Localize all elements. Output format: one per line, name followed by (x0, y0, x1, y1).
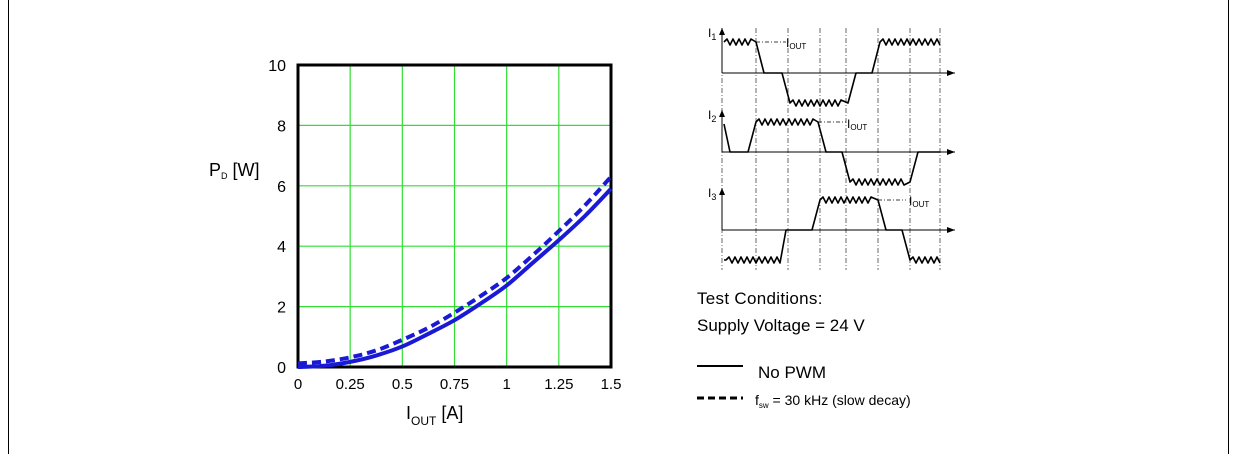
waveform-label-i1: I1 (708, 26, 716, 42)
legend-no-pwm-label: No PWM (758, 363, 826, 382)
x-tick-label: 0.75 (440, 376, 469, 393)
iout-annotation-3-main: I (909, 194, 913, 208)
y-axis-label: PD [W] (209, 160, 260, 181)
iout-annotation-3-sub: OUT (912, 200, 930, 209)
iout-annotation-2-main: I (847, 117, 851, 131)
figure-frame (8, 0, 1229, 454)
y-tick-label: 4 (277, 239, 286, 256)
test-conditions-heading: Test Conditions: (697, 289, 823, 308)
series-line-fsw-30khz (297, 175, 613, 366)
waveform-label-i3-sub: 3 (711, 192, 717, 202)
x-tick-label: 0 (294, 376, 302, 393)
y-tick-label: 8 (277, 118, 286, 135)
waveform-trace-i3 (724, 196, 941, 264)
x-axis-label-main: I (406, 403, 412, 423)
waveform-label-i1-main: I (708, 26, 712, 40)
current-axis-arrow (719, 188, 725, 195)
iout-annotation-1-main: I (786, 36, 790, 50)
y-axis-label-main: P (209, 160, 222, 180)
iout-annotation-1: IOUT (786, 36, 806, 51)
iout-annotation-3: IOUT (909, 194, 929, 209)
y-tick-label: 0 (277, 360, 286, 377)
waveform-label-i2: I2 (708, 108, 716, 124)
x-axis-label: IOUT [A] (406, 403, 463, 428)
y-axis-label-unit: [W] (232, 160, 260, 180)
waveform-label-i3-main: I (708, 186, 712, 200)
current-axis-arrow (719, 110, 725, 117)
x-axis-label-unit: [A] (441, 403, 464, 423)
y-tick-label: 10 (268, 58, 286, 75)
current-axis-arrow (719, 28, 725, 35)
legend-fsw-label: fsw = 30 kHz (slow decay) (755, 392, 911, 410)
y-tick-label: 2 (277, 300, 286, 317)
time-axis-arrow (947, 149, 955, 155)
tick-labels: 0 0.25 0.5 0.75 1 1.25 1.5 0 2 4 6 8 10 (268, 58, 621, 393)
iout-annotation-2: IOUT (847, 117, 867, 132)
waveform-label-i3: I3 (708, 186, 716, 202)
x-tick-label: 1 (502, 376, 510, 393)
waveform-label-i2-sub: 2 (711, 114, 717, 124)
legend-fsw-sub: sw (758, 401, 769, 410)
x-tick-label: 0.5 (392, 376, 413, 393)
x-tick-label: 1.25 (544, 376, 573, 393)
phase-current-waveforms (719, 28, 955, 270)
waveform-label-i2-main: I (708, 108, 712, 122)
time-axis-arrow (947, 227, 955, 233)
y-tick-label: 6 (277, 179, 286, 196)
plot-area-border (296, 63, 613, 369)
x-tick-label: 1.5 (601, 376, 622, 393)
waveform-trace-i2 (723, 118, 940, 186)
x-tick-label: 0.25 (336, 376, 365, 393)
legend-fsw-suffix: = 30 kHz (slow decay) (768, 392, 911, 408)
test-conditions-supply: Supply Voltage = 24 V (697, 316, 865, 335)
y-axis-label-sub: D (221, 171, 228, 181)
legend-fsw-prefix: f (755, 392, 759, 408)
x-axis-label-sub: OUT (411, 414, 437, 428)
time-axis-arrow (947, 70, 955, 76)
waveform-label-i1-sub: 1 (711, 32, 717, 42)
series-line-no-pwm (297, 187, 613, 369)
series (297, 175, 613, 369)
iout-annotation-1-sub: OUT (789, 42, 807, 51)
iout-annotation-2-sub: OUT (850, 123, 868, 132)
waveform-trace-i1 (723, 38, 941, 107)
